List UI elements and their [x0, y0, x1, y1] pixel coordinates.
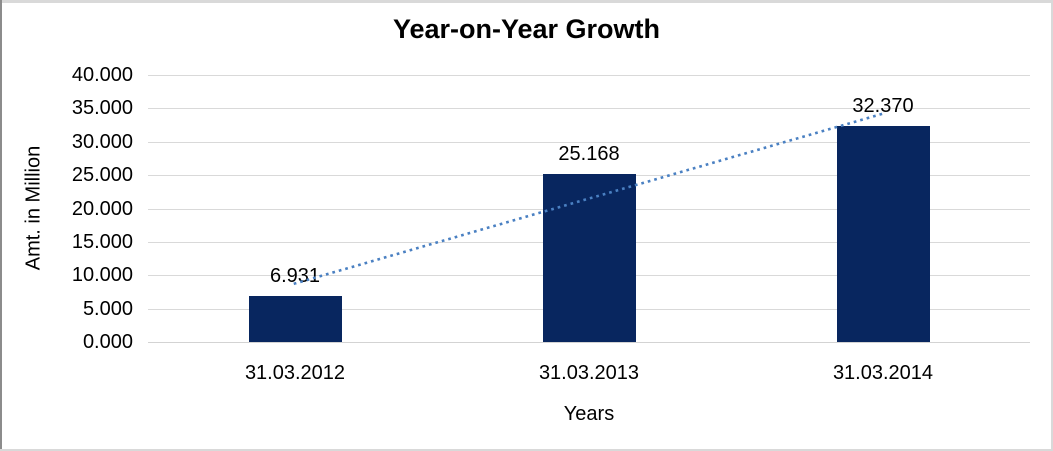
y-tick-label: 40.000 [71, 64, 133, 86]
x-tick-label: 31.03.2012 [244, 362, 346, 384]
frame-border-bottom [0, 449, 1053, 451]
chart-title: Year-on-Year Growth [392, 14, 661, 44]
y-tick-label: 15.000 [71, 230, 133, 253]
bar-31.03.2013[interactable] [542, 174, 636, 342]
y-tick-label: 30.000 [71, 130, 133, 153]
gridline [148, 108, 1030, 110]
y-tick-label: 20.000 [71, 197, 133, 220]
gridline [148, 75, 1030, 76]
x-tick-label: 31.03.2013 [538, 362, 640, 384]
y-tick-label: 35.000 [71, 97, 133, 120]
frame-border-top [0, 0, 1053, 3]
x-tick-label: 31.03.2014 [832, 362, 934, 384]
bar-value-label: 6.931 [269, 264, 321, 287]
x-axis-line [148, 342, 1030, 343]
y-tick-label: 10.000 [71, 264, 133, 287]
y-tick-label: 25.000 [71, 164, 133, 187]
bar-value-label: 32.370 [852, 94, 914, 117]
y-tick-label: 0.000 [82, 331, 133, 353]
bar-value-label: 25.168 [558, 143, 620, 165]
bar-31.03.2012[interactable] [248, 295, 342, 342]
bar-31.03.2014[interactable] [836, 125, 930, 342]
frame-border-left [0, 0, 2, 451]
x-axis-title: Years [563, 403, 615, 425]
frame-border-right [1051, 0, 1053, 451]
y-tick-label: 5.000 [82, 297, 133, 320]
